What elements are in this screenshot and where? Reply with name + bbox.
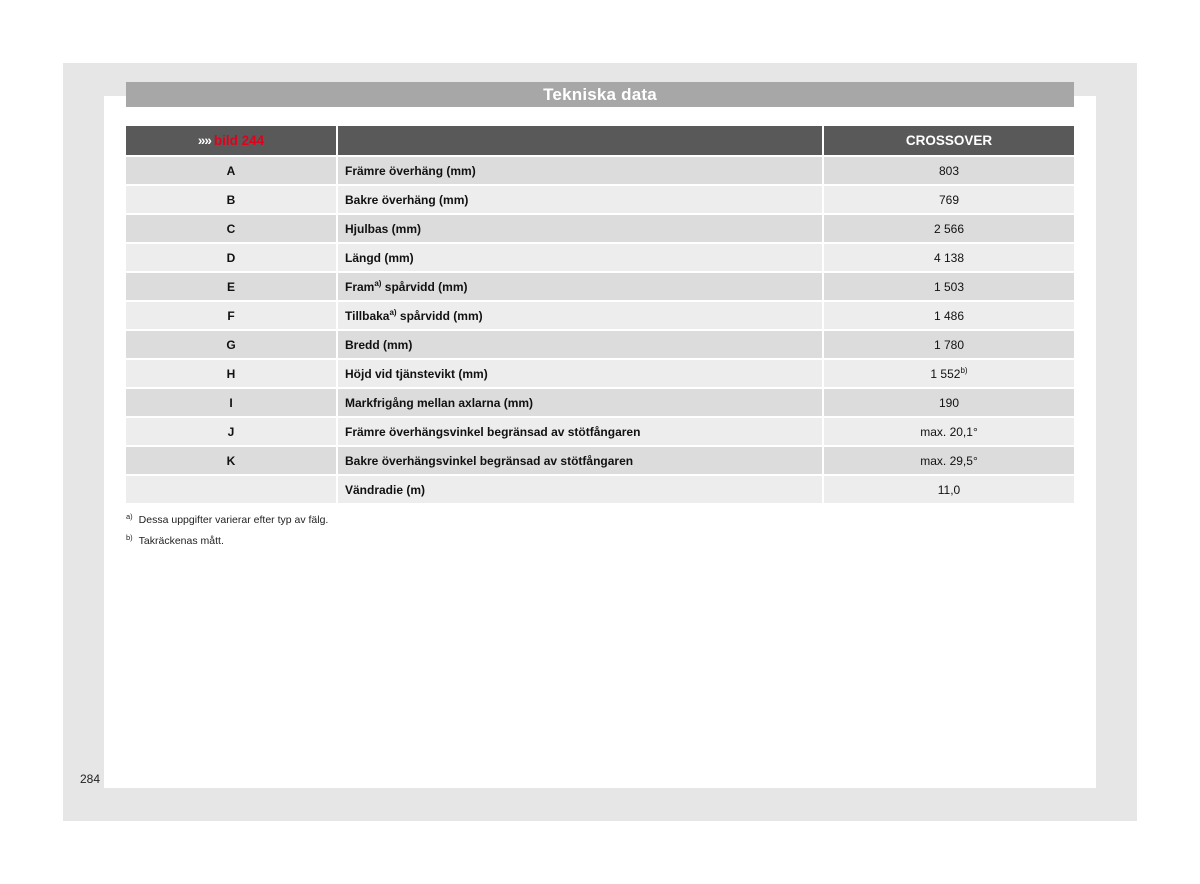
value-text: 4 138 <box>933 250 965 265</box>
footnote-ref: a) <box>374 278 382 288</box>
table-row: C Hjulbas (mm) 2 566 <box>126 215 1074 242</box>
value-text: 1 486 <box>933 308 965 323</box>
label-text: Bredd (mm) <box>345 337 413 352</box>
dimension-letter: B <box>126 186 336 213</box>
table-header-row: »» bild 244 CROSSOVER <box>126 126 1074 155</box>
dimension-letter: D <box>126 244 336 271</box>
label-text: Markfrigång mellan axlarna (mm) <box>345 395 534 410</box>
footnote-mark: b) <box>126 533 133 542</box>
value-text: max. 20,1° <box>920 424 978 439</box>
value-text: 1 780 <box>933 337 965 352</box>
footnotes: a) Dessa uppgifter varierar efter typ av … <box>126 512 329 556</box>
dimension-value: 1 503 <box>824 273 1074 300</box>
value-text: 769 <box>938 192 960 207</box>
footnote: b) Takräckenas mått. <box>126 533 328 556</box>
dimension-letter: I <box>126 389 336 416</box>
value-text: 1 503 <box>933 279 965 294</box>
footnote: a) Dessa uppgifter varierar efter typ av … <box>126 512 329 535</box>
spec-table: »» bild 244 CROSSOVER A Främre överhäng (m… <box>124 124 1076 505</box>
table-row: F Tillbakaa) spårvidd (mm) 1 486 <box>126 302 1074 329</box>
dimension-value: 803 <box>824 157 1074 184</box>
dimension-letter: K <box>126 447 336 474</box>
dimension-value: 4 138 <box>824 244 1074 271</box>
label-text: Längd (mm) <box>345 250 414 265</box>
value-text: 1 552 <box>930 366 961 381</box>
dimension-label: Bredd (mm) <box>338 331 822 358</box>
table-row: G Bredd (mm) 1 780 <box>126 331 1074 358</box>
dimension-letter: H <box>126 360 336 387</box>
value-text: 803 <box>938 163 960 178</box>
label-suffix: spårvidd (mm) <box>381 279 468 294</box>
dimension-label: Främre överhäng (mm) <box>338 157 822 184</box>
label-suffix: spårvidd (mm) <box>396 308 483 323</box>
dimension-letter: G <box>126 331 336 358</box>
table-row: D Längd (mm) 4 138 <box>126 244 1074 271</box>
page-number: 284 <box>80 772 101 786</box>
section-title: Tekniska data <box>126 82 1074 107</box>
label-text: Vändradie (m) <box>345 482 426 497</box>
label-text: Hjulbas (mm) <box>345 221 422 236</box>
value-text: 2 566 <box>933 221 965 236</box>
table-row: J Främre överhängsvinkel begränsad av stö… <box>126 418 1074 445</box>
dimension-value: max. 29,5° <box>824 447 1074 474</box>
dimension-letter <box>126 476 336 503</box>
dimension-label: Tillbakaa) spårvidd (mm) <box>338 302 822 329</box>
label-text: Främre överhäng (mm) <box>345 163 476 178</box>
table-row: I Markfrigång mellan axlarna (mm) 190 <box>126 389 1074 416</box>
ref-arrows-icon: »» <box>197 133 212 148</box>
footnote-text: Takräckenas mått. <box>138 535 224 547</box>
dimension-letter: J <box>126 418 336 445</box>
label-text: Bakre överhängsvinkel begränsad av stötf… <box>345 453 634 468</box>
dimension-label: Markfrigång mellan axlarna (mm) <box>338 389 822 416</box>
table-row: H Höjd vid tjänstevikt (mm) 1 552b) <box>126 360 1074 387</box>
table-row: B Bakre överhäng (mm) 769 <box>126 186 1074 213</box>
figure-ref-header[interactable]: »» bild 244 <box>126 126 336 155</box>
dimension-value: 1 552b) <box>824 360 1074 387</box>
dimension-letter: C <box>126 215 336 242</box>
value-text: max. 29,5° <box>920 453 978 468</box>
value-column-header: CROSSOVER <box>824 126 1074 155</box>
dimension-value: 1 486 <box>824 302 1074 329</box>
dimension-value: 2 566 <box>824 215 1074 242</box>
figure-ref-link[interactable]: bild 244 <box>213 133 265 148</box>
footnote-mark: a) <box>126 512 133 521</box>
table-row: E Frama) spårvidd (mm) 1 503 <box>126 273 1074 300</box>
dimension-value: 11,0 <box>824 476 1074 503</box>
value-text: 11,0 <box>937 482 961 497</box>
label-text: Främre överhängsvinkel begränsad av stöt… <box>345 424 641 439</box>
spec-table-body: A Främre överhäng (mm) 803 B Bakre överhäng … <box>126 157 1074 503</box>
dimension-label: Höjd vid tjänstevikt (mm) <box>338 360 822 387</box>
dimension-value: max. 20,1° <box>824 418 1074 445</box>
dimension-label: Bakre överhängsvinkel begränsad av stötf… <box>338 447 822 474</box>
dimension-value: 190 <box>824 389 1074 416</box>
label-text: Höjd vid tjänstevikt (mm) <box>345 366 488 381</box>
label-text: Tillbaka <box>345 308 390 323</box>
table-row: K Bakre överhängsvinkel begränsad av stöt… <box>126 447 1074 474</box>
dimension-label: Frama) spårvidd (mm) <box>338 273 822 300</box>
table-row: Vändradie (m) 11,0 <box>126 476 1074 503</box>
dimension-letter: E <box>126 273 336 300</box>
label-text: Bakre överhäng (mm) <box>345 192 469 207</box>
dimension-label: Längd (mm) <box>338 244 822 271</box>
label-column-header <box>338 126 822 155</box>
dimension-letter: A <box>126 157 336 184</box>
table-row: A Främre överhäng (mm) 803 <box>126 157 1074 184</box>
dimension-label: Vändradie (m) <box>338 476 822 503</box>
footnote-ref: a) <box>389 307 397 317</box>
dimension-value: 769 <box>824 186 1074 213</box>
dimension-letter: F <box>126 302 336 329</box>
footnote-ref: b) <box>960 365 968 375</box>
footnote-text: Dessa uppgifter varierar efter typ av fä… <box>138 514 329 526</box>
value-text: 190 <box>938 395 960 410</box>
label-text: Fram <box>345 279 375 294</box>
dimension-value: 1 780 <box>824 331 1074 358</box>
dimension-label: Främre överhängsvinkel begränsad av stöt… <box>338 418 822 445</box>
dimension-label: Bakre överhäng (mm) <box>338 186 822 213</box>
dimension-label: Hjulbas (mm) <box>338 215 822 242</box>
